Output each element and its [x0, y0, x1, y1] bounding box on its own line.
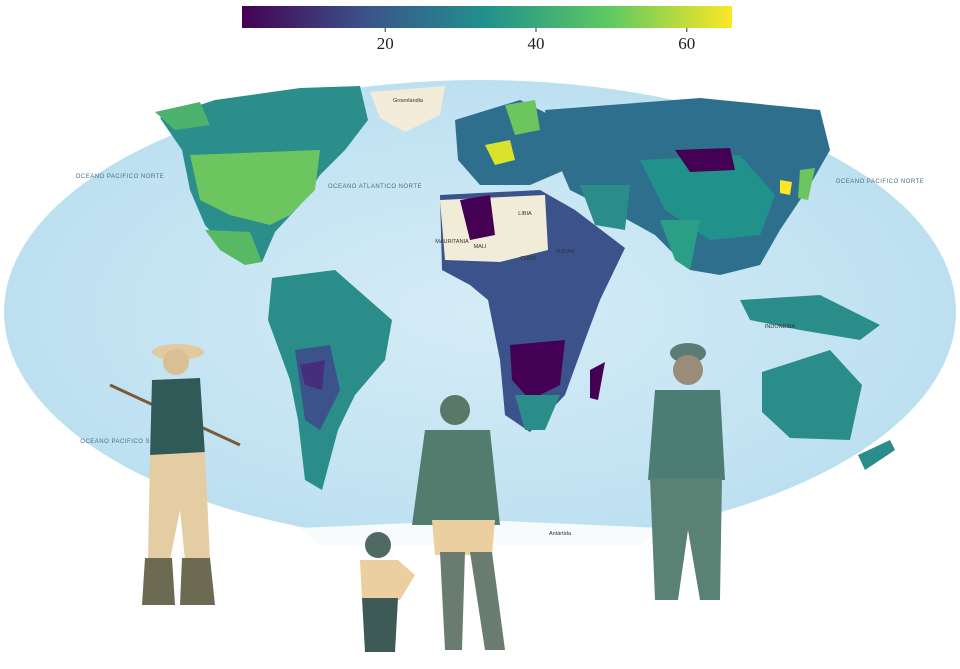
worker	[648, 343, 725, 600]
child	[360, 532, 415, 652]
map-label: OCEANO ATLANTICO NORTE	[328, 184, 422, 190]
bolivia	[300, 360, 325, 390]
map-label: MALI	[474, 244, 487, 250]
korea	[780, 180, 792, 195]
germany	[485, 140, 515, 165]
map-label: OCEANO PACIFICO SUR	[80, 439, 160, 445]
greenland	[370, 86, 445, 132]
map-label: SUDAN	[555, 249, 574, 255]
map-label: Antártida	[549, 531, 572, 537]
south-africa	[515, 395, 560, 430]
colorbar-tick-label: 20	[377, 34, 394, 53]
gardener	[109, 344, 241, 605]
map-label: OCEANO PACIFICO NORTE	[836, 179, 925, 185]
mexico	[205, 230, 262, 265]
indonesia-region	[740, 295, 880, 340]
colorbar-tick-label: 40	[528, 34, 545, 53]
usa	[190, 150, 320, 225]
map-label: CHAD	[520, 256, 536, 262]
madagascar	[590, 362, 605, 400]
new-zealand	[858, 440, 895, 470]
nordics	[505, 100, 540, 135]
colorbar: 20 40 60	[242, 6, 732, 53]
japan	[798, 168, 815, 200]
map-label: LIBIA	[518, 211, 532, 217]
india	[660, 220, 700, 270]
china	[640, 155, 775, 240]
algeria	[460, 195, 495, 240]
mongolia	[675, 148, 735, 172]
southern-africa	[510, 340, 565, 400]
arabia	[580, 185, 630, 230]
colorbar-tick-label: 60	[678, 34, 695, 53]
alaska	[155, 102, 210, 130]
map-label: OCEANO PACIFICO NORTE	[76, 174, 165, 180]
map-label: MAURITANIA	[435, 239, 469, 245]
australia	[762, 350, 862, 440]
adult	[412, 395, 505, 650]
map-label: INDONESIA	[765, 324, 796, 330]
people	[109, 343, 725, 652]
colorbar-gradient	[242, 6, 732, 28]
map-label: Groenlandia	[393, 98, 424, 104]
